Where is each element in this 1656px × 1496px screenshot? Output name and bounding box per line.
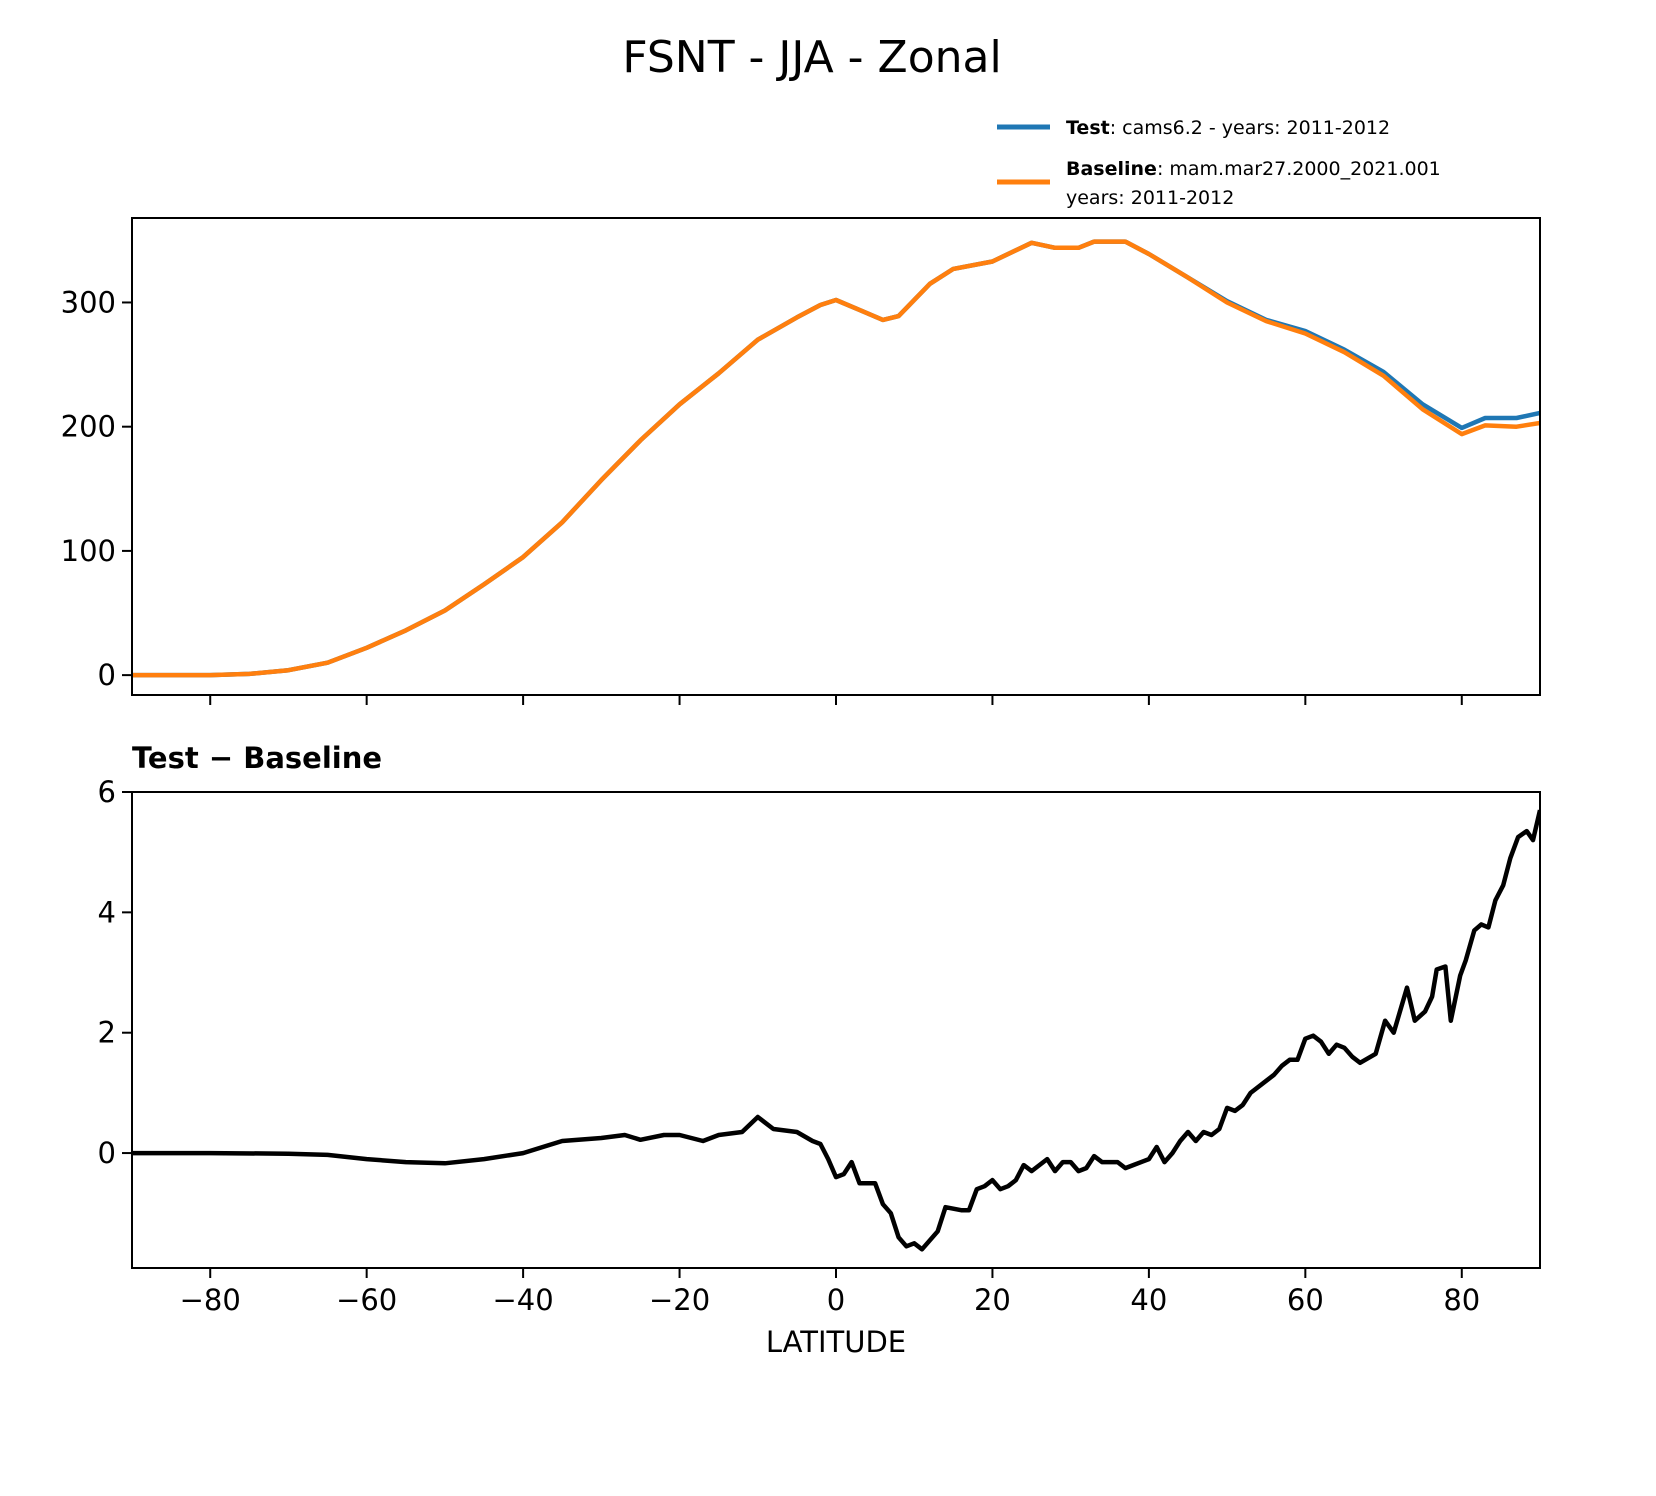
legend: Test: cams6.2 - years: 2011-2012 Baselin…: [997, 117, 1441, 209]
series-line-baseline: [132, 239, 1540, 678]
y-tick-label: 0: [98, 1136, 116, 1170]
y-tick-label: 4: [98, 895, 116, 929]
x-tick-label: 60: [1287, 1283, 1324, 1317]
series-line-test-baseline: [132, 809, 1540, 1252]
y-tick-label: 2: [98, 1016, 116, 1050]
legend-test-label: Test: cams6.2 - years: 2011-2012: [1066, 117, 1390, 139]
y-tick-label: 300: [61, 285, 116, 319]
series-line-test: [132, 239, 1540, 678]
axes-frame: [131, 217, 1541, 696]
x-tick-label: 20: [974, 1283, 1011, 1317]
x-tick-label: −40: [493, 1283, 554, 1317]
bottom-axes: −80 −60 −40 −20 0 20 40 60 80 0 2 4 6: [98, 775, 1541, 1317]
bottom-axes-title: Test − Baseline: [132, 741, 382, 775]
legend-baseline-years: years: 2011-2012: [1066, 187, 1234, 209]
x-tick-label: 40: [1130, 1283, 1167, 1317]
legend-baseline-label: Baseline: mam.mar27.2000_2021.001: [1066, 158, 1441, 180]
figure-title: FSNT - JJA - Zonal: [622, 32, 1001, 83]
x-tick-label: −20: [649, 1283, 710, 1317]
x-tick-label: −60: [336, 1283, 397, 1317]
x-axis-label: LATITUDE: [766, 1325, 906, 1359]
y-tick-label: 6: [98, 775, 116, 809]
x-tick-label: 80: [1443, 1283, 1480, 1317]
top-axes: 0 100 200 300: [61, 217, 1541, 705]
x-tick-label: −80: [180, 1283, 241, 1317]
axes-frame: [131, 791, 1541, 1269]
y-tick-label: 100: [61, 534, 116, 568]
y-tick-label: 0: [98, 658, 116, 692]
x-tick-label: 0: [827, 1283, 845, 1317]
y-tick-label: 200: [61, 410, 116, 444]
